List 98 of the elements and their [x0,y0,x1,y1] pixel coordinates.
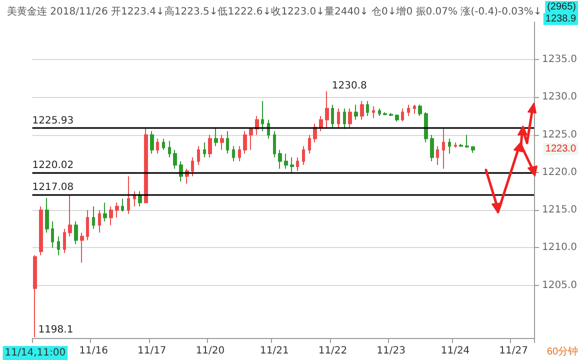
candlestick [92,206,95,230]
y-tick-label: 1205.0 [542,280,578,291]
candlestick [173,149,177,170]
candlestick [290,156,294,173]
candlestick [407,104,410,117]
candlestick [302,146,305,166]
candlestick [395,114,399,122]
candlestick [296,156,299,172]
candlestick [442,128,445,170]
y-tick-label: 1230.0 [542,92,578,103]
candlestick [325,90,329,128]
candlestick [80,232,84,264]
candlestick [372,106,375,119]
candlestick [208,134,212,158]
candlestick [436,146,439,166]
x-tick-label: 11/14,11:00 [4,348,66,358]
candlestick [413,104,416,114]
candlestick [418,104,422,117]
candlestick [383,112,387,116]
ref-line-label: 1220.02 [32,160,74,171]
ref-line-label: 1217.08 [32,182,74,193]
candlestick [459,143,463,148]
candlestick [121,198,124,212]
text: 60分钟 [546,346,578,358]
candlestick [261,100,264,132]
candlestick [278,149,282,170]
candlestick [68,194,72,237]
candlestick [168,140,171,158]
x-tick-label: 11/24 [440,346,470,356]
candlestick [267,119,270,140]
candlestick [138,190,142,207]
candlestick [238,146,241,162]
candlestick [127,176,130,214]
candlestick [39,206,43,256]
candlestick [354,104,358,120]
candlestick [424,112,428,143]
candlestick [448,138,451,154]
candlestick [63,228,66,254]
candlestick [150,130,154,154]
candlestick [343,108,346,130]
candlestick [465,134,469,148]
candlestick [98,210,101,234]
x-tick-label: 11/21 [260,346,289,356]
candlestick [33,254,37,338]
candlestick [430,134,434,162]
candlestick [45,198,49,234]
candlestick [144,126,148,204]
y-tick-label: 1235.0 [542,54,578,66]
candlestick [378,108,381,117]
candlestick [348,108,352,128]
candlestick [191,156,194,177]
candlestick [249,126,253,150]
candlestick [133,190,136,207]
candlestick [243,130,247,154]
candlestick [319,116,323,132]
text: 1223.0 [545,144,576,154]
chart-title: 美黄金连 2018/11/26 开1223.4↓高1223.5↓低1222.6↓收1223.0↓量2440↓ 仓0↓增0 振0.07% 涨(-0.4)-0.03%↓ [7,6,542,18]
y-tick-label: 1220.0 [542,166,578,178]
candlestick [162,138,165,150]
x-tick-label: 11/17 [137,346,166,356]
candlestick [366,100,369,117]
y-tick-label: 1215.0 [542,204,578,216]
text: (2965) [547,2,576,12]
text: 1238.9 [545,14,576,24]
x-tick-label: 11/22 [318,346,348,356]
candlestick [232,146,235,162]
candlestick [331,104,334,128]
candlestick [109,206,113,226]
x-tick-label: 11/16 [79,346,108,356]
candlestick [51,220,54,248]
x-tick-label: 11/27 [499,346,528,356]
candlestick [115,202,119,218]
text: 1230.8 [332,80,367,92]
ref-line-label: 1225.93 [32,115,74,126]
text: 1198.1 [38,324,74,336]
candlestick [197,146,200,166]
y-tick-label: 1225.0 [542,129,578,140]
candlestick [203,142,206,158]
candlestick [86,210,89,241]
candlestick [214,126,218,147]
candlestick [273,130,276,158]
x-tick-label: 11/20 [196,346,225,356]
candlestick [337,108,340,128]
candlestick [471,146,475,154]
y-tick-label: 1210.0 [542,242,578,254]
candlestick [103,202,107,222]
candlestick [220,134,224,150]
candlestick [74,220,78,244]
candlestick [57,236,60,256]
candlestick [226,130,229,154]
candlestick [156,138,159,154]
x-tick-label: 11/23 [376,346,406,356]
candlestick [454,142,457,148]
candlestick [360,100,364,120]
candlestick [389,112,393,117]
candlestick [284,153,288,170]
candlestick [308,134,311,154]
candlestick [401,108,404,122]
